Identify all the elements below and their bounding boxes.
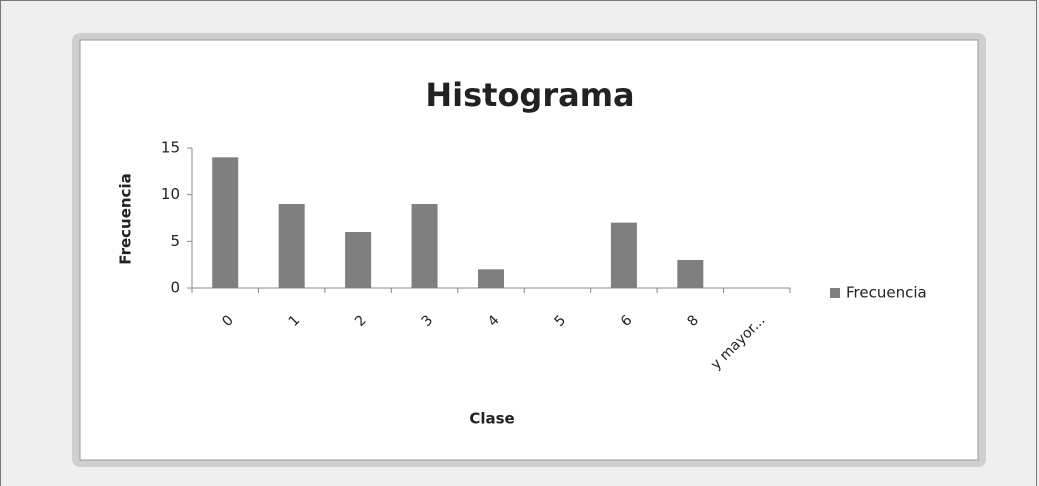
bar [411,204,438,288]
y-tick-label: 0 [170,279,180,297]
chart-title: Histograma [425,76,634,114]
bar [345,232,372,288]
x-axis-label: Clase [469,410,514,428]
bar [478,269,504,288]
bar [610,222,637,288]
y-tick-label: 5 [170,232,180,250]
legend-swatch [830,288,840,298]
bar [677,260,704,288]
bar [212,157,239,288]
legend-label: Frecuencia [846,284,927,302]
bar [278,204,305,288]
y-axis-label: Frecuencia [117,173,135,264]
y-tick-label: 15 [161,139,180,157]
y-tick-label: 10 [161,185,180,203]
